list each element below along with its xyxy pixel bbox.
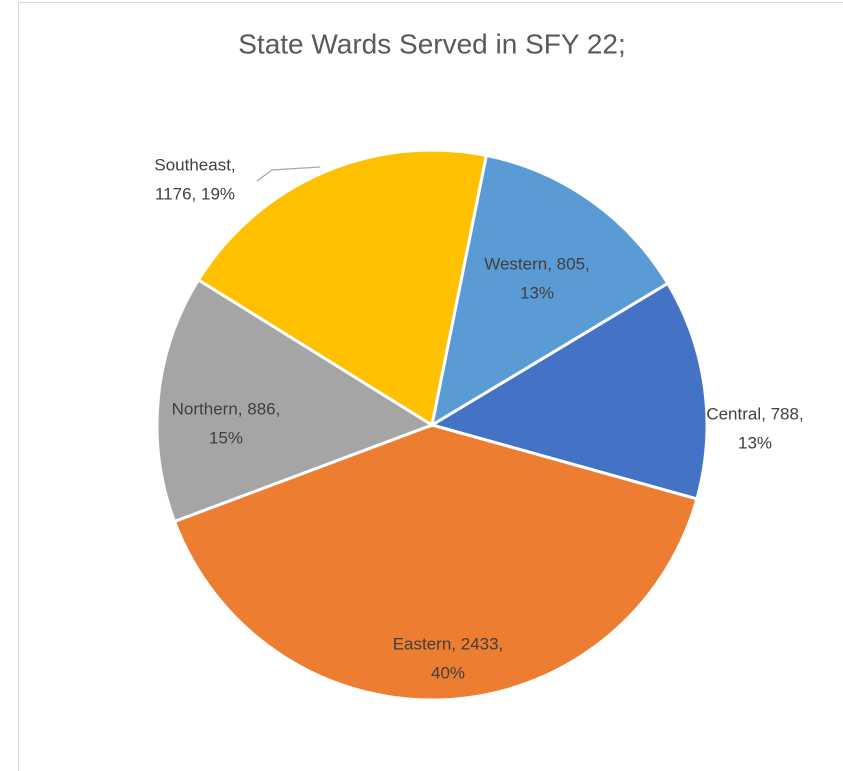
pie-slice xyxy=(155,277,436,524)
data-label: 15% xyxy=(209,428,243,447)
data-label: Central, 788, xyxy=(706,404,803,423)
pie-slice xyxy=(429,153,670,429)
data-label: Eastern, 2433, xyxy=(393,634,504,653)
data-label: 13% xyxy=(520,283,554,302)
data-label: 13% xyxy=(738,433,772,452)
pie-slice xyxy=(428,281,709,501)
data-label: Western, 805, xyxy=(484,254,590,273)
pie-slice xyxy=(172,423,699,702)
leader-line xyxy=(256,166,321,182)
pie-slice xyxy=(196,148,489,428)
data-label: Northern, 886, xyxy=(172,399,281,418)
chart-title: State Wards Served in SFY 22; xyxy=(238,28,626,59)
data-label: Southeast, xyxy=(154,155,235,174)
data-label: 1176, 19% xyxy=(155,184,235,203)
data-label: 40% xyxy=(431,663,465,682)
